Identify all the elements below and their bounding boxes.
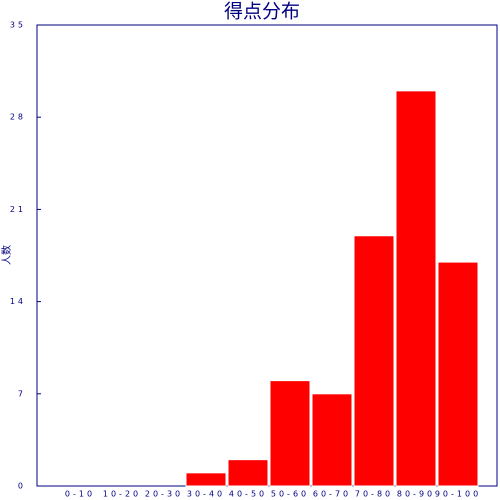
y-tick-label: 35 bbox=[10, 21, 26, 30]
chart-title: 得点分布 bbox=[224, 1, 300, 23]
x-tick-label: 70-80 bbox=[355, 490, 393, 499]
x-tick-label: 10-20 bbox=[103, 490, 141, 499]
bar bbox=[353, 235, 395, 487]
x-tick-label: 80-90 bbox=[397, 490, 435, 499]
bar bbox=[311, 393, 353, 487]
y-tick-label: 21 bbox=[10, 205, 26, 214]
x-tick-label: 20-30 bbox=[145, 490, 183, 499]
bar bbox=[227, 459, 269, 487]
x-tick-label: 60-70 bbox=[313, 490, 351, 499]
x-tick-label: 30-40 bbox=[187, 490, 225, 499]
x-tick-label: 50-60 bbox=[271, 490, 309, 499]
bar bbox=[395, 90, 437, 487]
x-tick-label: 0-10 bbox=[65, 490, 95, 499]
y-tick-label: 14 bbox=[10, 297, 26, 306]
y-tick-label: 7 bbox=[18, 389, 26, 398]
y-axis-label: 人数 bbox=[0, 245, 13, 265]
bar bbox=[269, 380, 311, 487]
y-tick-label: 0 bbox=[18, 482, 26, 491]
x-tick-label: 90-100 bbox=[435, 490, 481, 499]
x-tick-label: 40-50 bbox=[229, 490, 267, 499]
bar bbox=[437, 261, 479, 487]
bar bbox=[185, 472, 227, 487]
y-tick-label: 28 bbox=[10, 113, 26, 122]
